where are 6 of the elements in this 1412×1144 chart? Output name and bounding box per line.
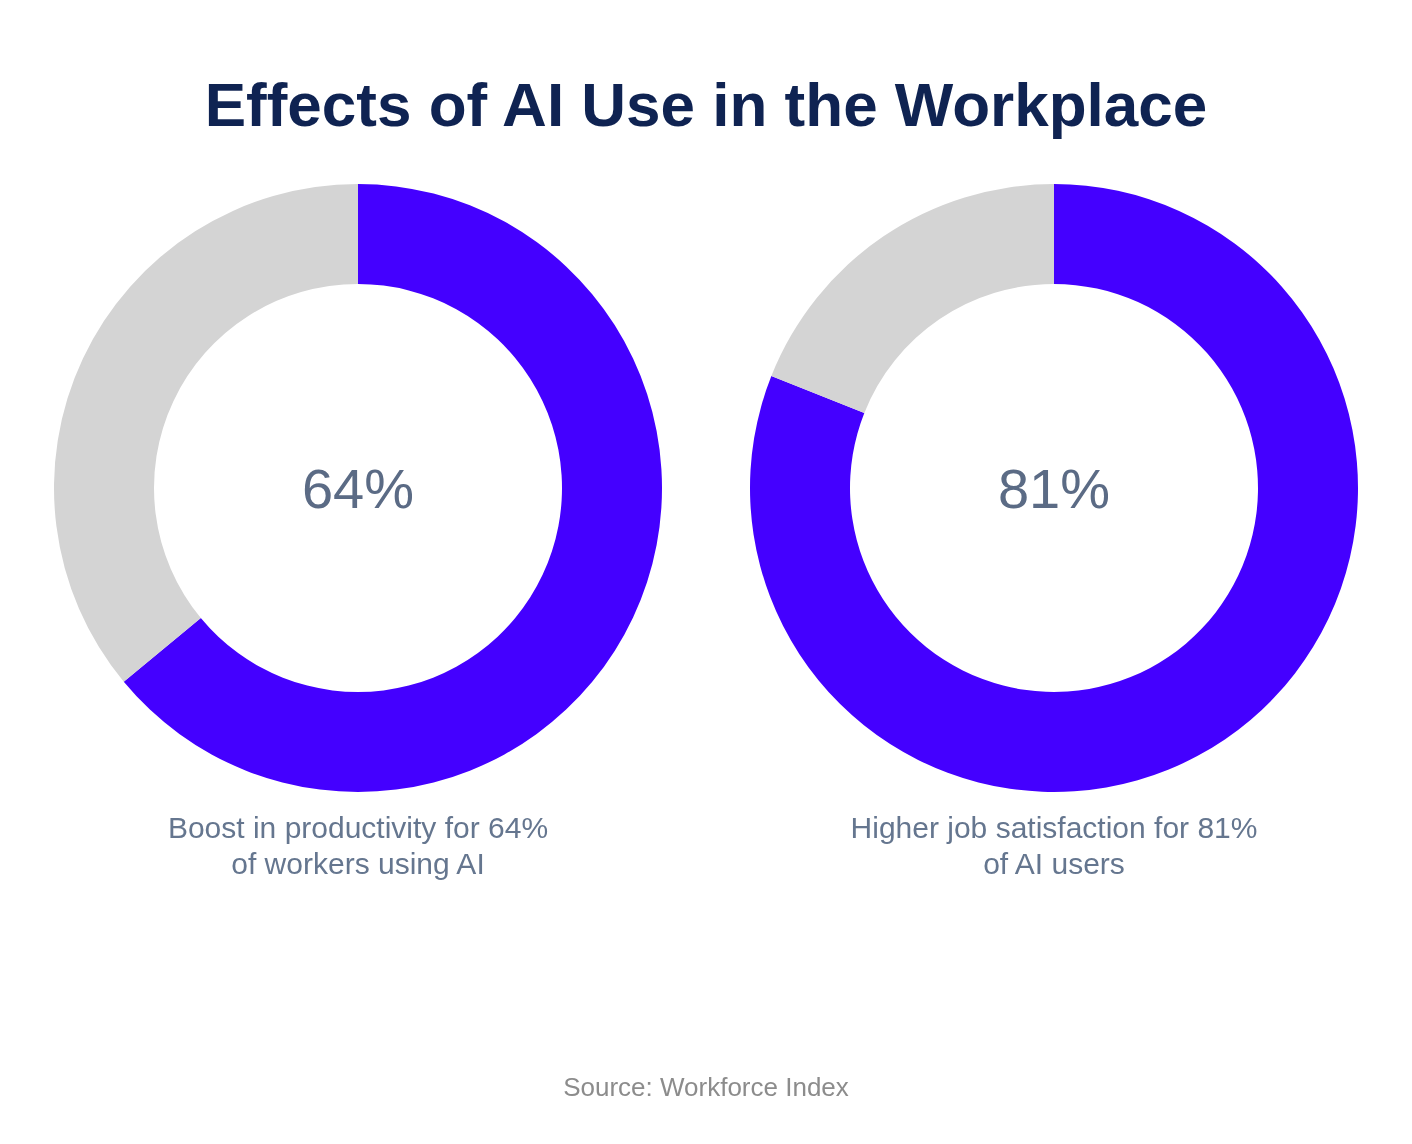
source-note: Source: Workforce Index <box>562 1071 850 1104</box>
text: Boost in productivity for 64% of workers using AI <box>166 810 550 882</box>
text: 81% <box>997 456 1111 520</box>
text: Higher job satisfaction for 81% of AI users <box>849 810 1259 882</box>
text: 64% <box>301 456 415 520</box>
chart-title: Effects of AI Use in the Workplace <box>203 69 1209 141</box>
